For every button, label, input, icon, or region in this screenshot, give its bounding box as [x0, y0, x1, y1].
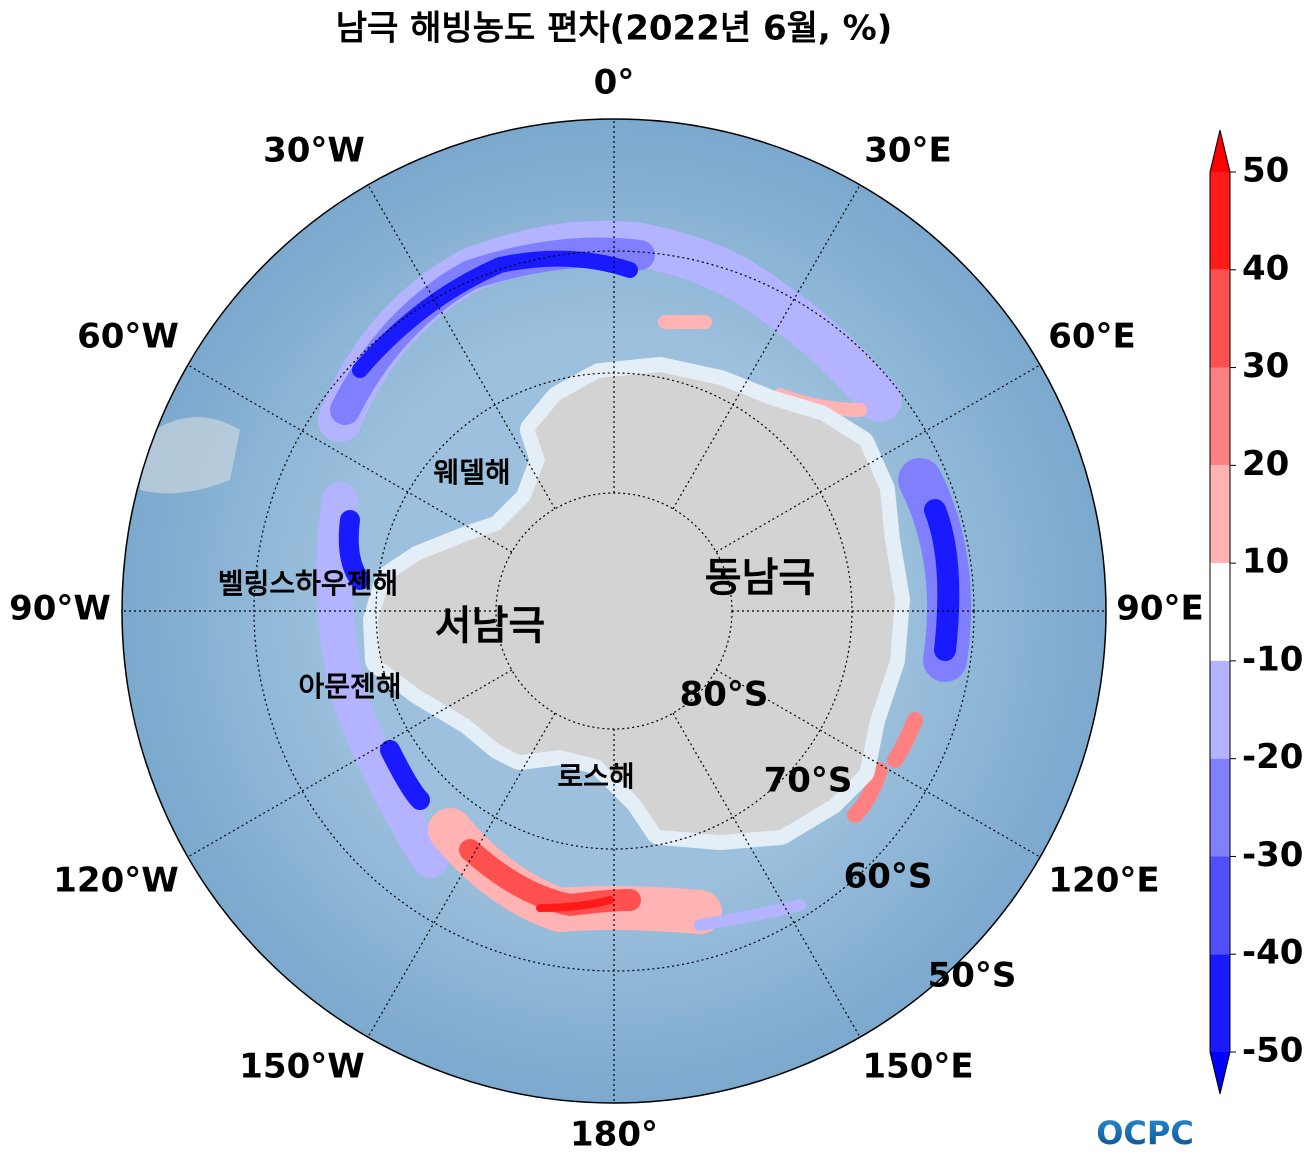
- colorbar-tick-label: -10: [1242, 639, 1303, 679]
- colorbar-segment: [1210, 172, 1230, 270]
- colorbar-segment: [1210, 465, 1230, 564]
- colorbar-tick-label: -30: [1242, 835, 1303, 875]
- meridian: [672, 712, 861, 1038]
- colorbar-tick-label: 50: [1242, 151, 1289, 191]
- longitude-label: 120°E: [1048, 861, 1159, 901]
- colorbar-tick-label: 10: [1242, 542, 1289, 582]
- colorbar-segment: [1210, 954, 1230, 1052]
- landmass: [140, 417, 240, 494]
- colorbar-tick-label: 40: [1242, 248, 1289, 288]
- meridian: [715, 364, 1041, 553]
- longitude-label: 30°W: [263, 131, 365, 171]
- colorbar-tick-label: -50: [1242, 1031, 1303, 1071]
- longitude-label: 90°E: [1116, 589, 1204, 629]
- region-label: 서남극: [435, 603, 545, 649]
- colorbar-tick-label: 20: [1242, 444, 1289, 484]
- logo: OCPC: [1096, 1114, 1194, 1152]
- graticule: [122, 119, 1106, 1103]
- longitude-label: 180°: [570, 1115, 658, 1155]
- latitude-label: 50°S: [928, 956, 1017, 996]
- meridian: [187, 364, 513, 553]
- colorbar-segment: [1210, 856, 1230, 955]
- colorbar-segment: [1210, 269, 1230, 368]
- sea-label: 벨링스하우젠해: [218, 567, 398, 600]
- longitude-label: 60°W: [77, 317, 179, 357]
- anomaly: [316, 220, 972, 934]
- colorbar-segment: [1210, 758, 1230, 857]
- antarctica: [363, 357, 910, 850]
- colorbar-extend: [1210, 130, 1230, 172]
- latitude-label: 60°S: [844, 857, 933, 897]
- title: 남극 해빙농도 편차(2022년 6월, %): [336, 9, 893, 49]
- longitude-label: 0°: [594, 63, 635, 103]
- region-label: 동남극: [705, 555, 815, 601]
- colorbar-segment: [1210, 367, 1230, 466]
- colorbar-extend: [1210, 1052, 1230, 1094]
- meridian: [672, 184, 861, 510]
- colorbar-tick-label: -20: [1242, 737, 1303, 777]
- longitude-label: 150°E: [862, 1047, 973, 1087]
- longitude-label: 60°E: [1048, 317, 1136, 357]
- longitude-label: 30°E: [864, 131, 952, 171]
- sea-label: 아문젠해: [298, 670, 401, 703]
- meridian: [367, 184, 556, 510]
- longitude-label: 150°W: [239, 1047, 364, 1087]
- colorbar-tick-label: 30: [1242, 346, 1289, 386]
- colorbar-segment: [1210, 563, 1230, 661]
- colorbar-tick-label: -40: [1242, 933, 1303, 973]
- latitude-label: 70°S: [764, 761, 853, 801]
- meridian: [367, 712, 556, 1038]
- sea-label: 로스해: [557, 760, 634, 793]
- colorbar-segment: [1210, 660, 1230, 759]
- longitude-label: 90°W: [9, 589, 111, 629]
- meridian: [715, 669, 1041, 858]
- latitude-label: 80°S: [680, 675, 769, 715]
- map-frame: [121, 118, 1107, 1104]
- sea-label: 웨델해: [433, 456, 510, 489]
- longitude-label: 120°W: [53, 861, 178, 901]
- meridian: [187, 669, 513, 858]
